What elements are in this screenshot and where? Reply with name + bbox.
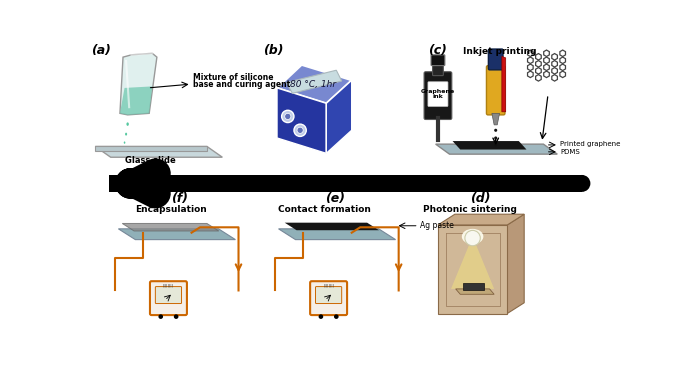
Circle shape — [494, 143, 497, 146]
Text: Glass slide: Glass slide — [125, 156, 176, 166]
Text: (d): (d) — [471, 192, 491, 205]
Polygon shape — [122, 224, 218, 231]
Text: 80 °C, 1hr: 80 °C, 1hr — [290, 80, 336, 89]
FancyBboxPatch shape — [310, 281, 347, 315]
Text: ||||||||: |||||||| — [323, 284, 334, 288]
Polygon shape — [436, 144, 557, 154]
Circle shape — [494, 137, 497, 139]
Text: (a): (a) — [91, 44, 111, 57]
Polygon shape — [507, 214, 524, 313]
Text: Contact formation: Contact formation — [278, 205, 371, 214]
Circle shape — [319, 314, 323, 319]
FancyBboxPatch shape — [109, 175, 582, 192]
Polygon shape — [455, 289, 494, 294]
Text: Photonic sintering: Photonic sintering — [423, 205, 517, 214]
FancyBboxPatch shape — [486, 66, 505, 115]
Polygon shape — [277, 88, 326, 153]
Polygon shape — [451, 246, 494, 289]
Text: (b): (b) — [263, 44, 284, 57]
FancyBboxPatch shape — [150, 281, 187, 315]
Text: Encapsulation: Encapsulation — [135, 205, 207, 214]
Text: base and curing agent: base and curing agent — [193, 80, 291, 89]
Circle shape — [334, 314, 339, 319]
Text: (c): (c) — [428, 44, 447, 57]
Circle shape — [297, 127, 303, 133]
Polygon shape — [286, 70, 341, 93]
FancyBboxPatch shape — [155, 287, 181, 304]
Text: Inkjet printing: Inkjet printing — [463, 47, 537, 56]
Text: Ag paste: Ag paste — [420, 221, 454, 230]
FancyBboxPatch shape — [433, 62, 443, 76]
Circle shape — [494, 129, 497, 132]
Polygon shape — [120, 86, 153, 115]
Circle shape — [574, 175, 590, 192]
FancyBboxPatch shape — [428, 82, 448, 106]
Polygon shape — [284, 223, 379, 230]
FancyBboxPatch shape — [488, 49, 503, 70]
Polygon shape — [438, 225, 507, 313]
Text: Graphene
ink: Graphene ink — [421, 89, 455, 99]
Polygon shape — [453, 141, 526, 149]
Text: ||||||||: |||||||| — [163, 284, 174, 288]
Text: (e): (e) — [325, 192, 345, 205]
Text: (f): (f) — [171, 192, 188, 205]
Polygon shape — [278, 229, 396, 240]
Circle shape — [174, 314, 179, 319]
Ellipse shape — [126, 122, 129, 126]
Text: PDMS: PDMS — [561, 149, 580, 155]
Polygon shape — [326, 80, 352, 153]
Polygon shape — [95, 146, 223, 157]
Polygon shape — [118, 229, 236, 240]
Text: Mixture of silicone: Mixture of silicone — [193, 73, 273, 82]
Circle shape — [465, 230, 480, 246]
Polygon shape — [492, 113, 499, 125]
Polygon shape — [277, 65, 352, 103]
Polygon shape — [438, 214, 524, 225]
Text: Printed graphene: Printed graphene — [561, 141, 621, 147]
Ellipse shape — [124, 141, 125, 144]
Polygon shape — [502, 57, 506, 112]
FancyBboxPatch shape — [424, 72, 452, 120]
Circle shape — [284, 113, 291, 120]
Circle shape — [282, 110, 294, 123]
Circle shape — [294, 124, 306, 137]
Polygon shape — [95, 146, 207, 151]
FancyBboxPatch shape — [462, 283, 484, 290]
FancyBboxPatch shape — [315, 287, 341, 304]
Ellipse shape — [125, 132, 127, 135]
Polygon shape — [120, 53, 157, 115]
Ellipse shape — [462, 229, 484, 244]
FancyBboxPatch shape — [431, 55, 445, 66]
Circle shape — [159, 314, 163, 319]
